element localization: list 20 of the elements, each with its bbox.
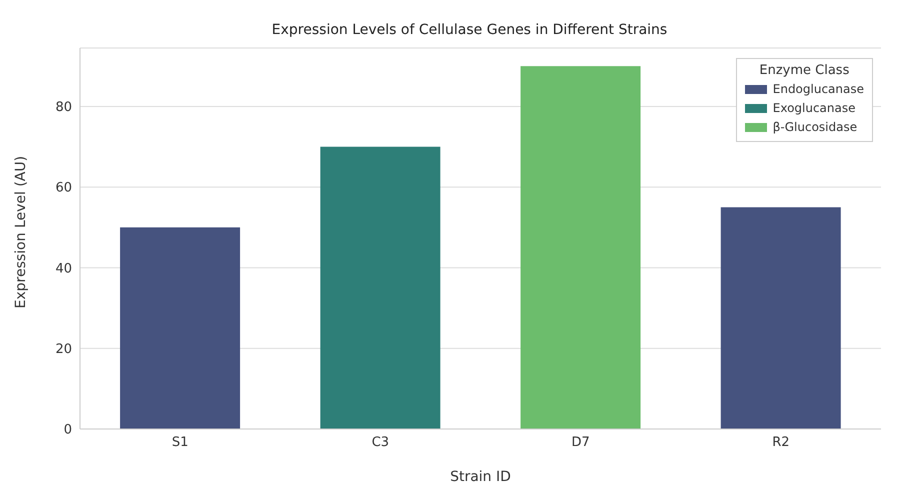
bar: [720, 207, 841, 429]
bar: [520, 66, 641, 429]
legend-label: β-Glucosidase: [772, 119, 858, 136]
chart-title: Expression Levels of Cellulase Genes in Different Strains: [270, 22, 668, 38]
bar: [120, 227, 240, 429]
y-tick-label: 60: [55, 180, 72, 196]
y-tick-label: 20: [55, 342, 72, 357]
y-tick-label: 0: [64, 422, 72, 438]
bar: [320, 146, 440, 429]
x-tick-label: S1: [172, 435, 188, 450]
y-axis-title: Expression Level (AU): [12, 156, 29, 308]
x-tick-label: R2: [772, 435, 790, 450]
y-tick-label: 40: [55, 261, 72, 276]
x-tick-label: C3: [372, 435, 390, 450]
legend-title: Enzyme Class: [758, 63, 850, 78]
x-axis-title: Strain ID: [450, 469, 511, 485]
legend-label: Exoglucanase: [772, 100, 856, 117]
x-tick-label: D7: [571, 435, 590, 450]
legend-label: Endoglucanase: [772, 81, 864, 98]
y-tick-label: 80: [55, 100, 72, 116]
